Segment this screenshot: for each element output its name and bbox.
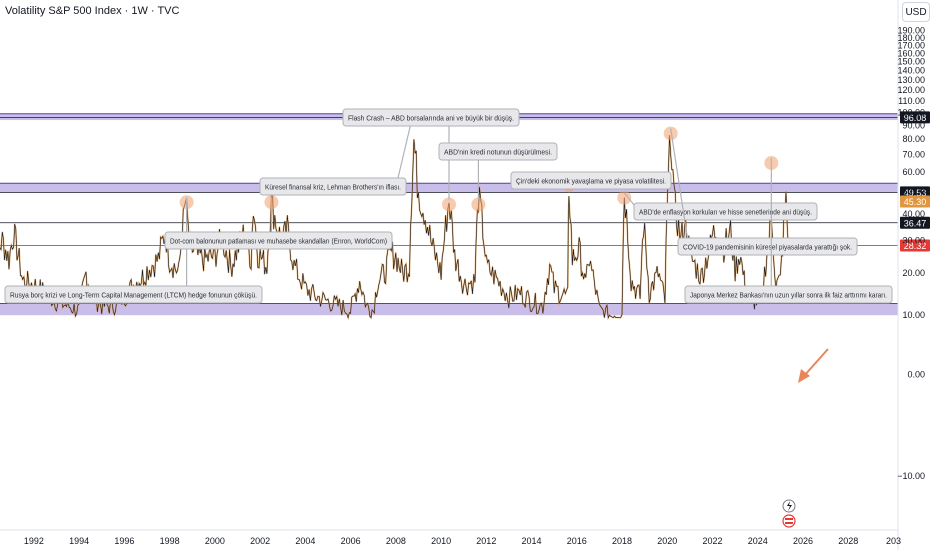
callout-box-covid[interactable] (677, 237, 858, 256)
event-marker-flash-crash (442, 197, 456, 212)
x-tick-label: 2010 (431, 536, 451, 546)
x-tick-label: 2006 (341, 536, 361, 546)
callout-text-inflation: ABD'de enflasyon korkuları ve hisse sene… (639, 208, 812, 217)
flag-stripe (785, 522, 793, 524)
x-tick-label: 2028 (838, 536, 858, 546)
y-tick-label: 150.00 (897, 57, 925, 67)
callout-box-lehman[interactable] (259, 177, 407, 196)
x-tick-label: 2016 (567, 536, 587, 546)
price-label-tag (900, 239, 930, 252)
price-label: 36.47 (904, 218, 927, 228)
x-tick-label: 2022 (703, 536, 723, 546)
x-tick-label: 2008 (386, 536, 406, 546)
price-label-tag (900, 216, 930, 229)
x-tick-label: 2014 (522, 536, 542, 546)
price-label: 96.08 (904, 113, 927, 123)
y-tick-label: 170.00 (897, 40, 925, 50)
x-tick-label: 203 (886, 536, 901, 546)
price-label: 28.32 (904, 241, 927, 251)
callout-text-us-downgrade: ABD'nin kredi notunun düşürülmesi. (444, 148, 552, 157)
callout-box-boj[interactable] (684, 285, 893, 304)
x-tick-label: 2026 (793, 536, 813, 546)
y-tick-label: 60.00 (902, 167, 925, 177)
y-tick-label: 10.00 (902, 310, 925, 320)
symbol-title[interactable]: Volatility S&P 500 Index · 1W · TVC (5, 5, 180, 17)
x-tick-label: 1998 (160, 536, 180, 546)
callout-text-lehman: Küresel finansal kriz, Lehman Brothers'ı… (265, 183, 401, 192)
y-tick-label: 120.00 (897, 85, 925, 95)
x-tick-label: 1994 (69, 536, 89, 546)
x-tick-label: 2018 (612, 536, 632, 546)
x-tick-label: 2024 (748, 536, 768, 546)
lightning-glyph (787, 501, 792, 511)
callout-text-covid: COVID-19 pandemisinin küresel piyasalard… (683, 243, 852, 252)
y-tick-label: 70.00 (902, 150, 925, 160)
callout-box-flash-crash[interactable] (342, 108, 520, 127)
price-label-tag (900, 111, 930, 124)
x-tick-label: 1996 (114, 536, 134, 546)
y-tick-label: 110.00 (898, 96, 925, 106)
x-tick-label: 2020 (657, 536, 677, 546)
y-tick-label: 20.00 (902, 268, 925, 278)
event-marker-inflation (617, 190, 632, 205)
y-tick-label: 140.00 (897, 65, 925, 75)
x-tick-label: 1992 (24, 536, 44, 546)
y-tick-label: 180.00 (897, 33, 925, 43)
callout-text-ltcm: Rusya borç krizi ve Long-Term Capital Ma… (10, 291, 257, 300)
y-tick-label: 80.00 (902, 134, 925, 144)
us-flag-icon[interactable] (782, 514, 796, 528)
y-tick-label: 130.00 (897, 75, 925, 85)
callout-box-us-downgrade[interactable] (438, 142, 558, 161)
price-label: 49.53 (904, 188, 927, 198)
y-tick-label: 50.00 (902, 186, 925, 196)
y-tick-label: −10.00 (897, 471, 925, 481)
y-tick-label: 160.00 (897, 48, 925, 58)
event-marker-us-downgrade (471, 197, 486, 212)
arrow-drawing[interactable] (803, 348, 829, 377)
y-tick-label: 30.00 (902, 236, 925, 246)
flag-stripe (785, 518, 793, 520)
y-tick-label: 90.00 (902, 120, 925, 130)
support-band (0, 303, 898, 316)
y-tick-label: 40.00 (902, 209, 925, 219)
callout-box-dotcom[interactable] (164, 231, 393, 250)
arrow-head (798, 369, 810, 383)
x-tick-label: 2012 (476, 536, 496, 546)
callout-text-dotcom: Dot-com balonunun patlaması ve muhasebe … (170, 237, 387, 246)
y-tick-label: 100.00 (897, 108, 925, 118)
x-tick-label: 2004 (295, 536, 315, 546)
x-tick-label: 2002 (250, 536, 270, 546)
callout-pointer-covid (670, 128, 691, 256)
y-tick-label: 190.00 (897, 26, 925, 36)
callout-text-boj: Japonya Merkez Bankası'nın uzun yıllar s… (690, 291, 887, 300)
event-marker-covid (663, 126, 678, 141)
callout-text-china: Çin'deki ekonomik yavaşlama ve piyasa vo… (516, 177, 666, 186)
currency-button[interactable]: USD (902, 2, 930, 22)
price-label-tag (900, 195, 930, 208)
price-label: 45.30 (904, 197, 927, 207)
callout-text-flash-crash: Flash Crash – ABD borsalarında ani ve bü… (348, 114, 514, 123)
callout-box-ltcm[interactable] (4, 285, 263, 304)
x-tick-label: 2000 (205, 536, 225, 546)
price-label-tag (900, 186, 930, 199)
y-tick-label: 0.00 (907, 370, 925, 380)
callout-box-china[interactable] (510, 171, 672, 190)
